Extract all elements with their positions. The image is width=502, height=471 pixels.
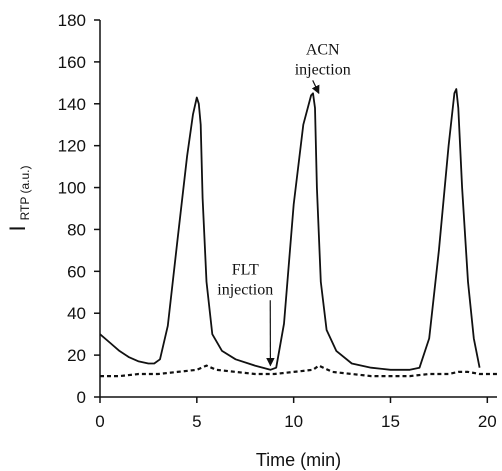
x-tick-label: 15 [381,412,400,431]
y-tick-label: 180 [58,11,86,30]
annotation-line: injection [295,61,351,78]
ticks-layer: 0 20 40 60 80 100 120 140 160 180 0 5 10 15 20 [58,11,497,431]
series-line-dashed [100,364,497,378]
annotation-label: FLT injection [217,261,273,298]
x-tick-label: 20 [478,412,497,431]
y-tick-label: 160 [58,53,86,72]
y-axis-title-sub: RTP (a.u.) [18,165,32,220]
y-tick-label: 60 [67,262,86,281]
y-tick-label: 40 [67,304,86,323]
annotation-line: ACN [306,41,340,58]
y-tick-label: 140 [58,95,86,114]
x-tick-label: 5 [192,412,201,431]
annotation-label: ACN injection [295,41,351,78]
y-tick-label: 0 [77,388,86,407]
annotation-line: injection [217,281,273,298]
x-tick-label: 10 [284,412,303,431]
y-tick-label: 80 [67,220,86,239]
y-axis-title-main: I [5,225,30,231]
series-line-solid [99,88,481,371]
annotation-line: FLT [232,261,259,278]
y-tick-label: 100 [58,179,86,198]
annotation-layer: ACN injection FLT injection [217,41,351,367]
y-tick-label: 120 [58,137,86,156]
y-axis-title: I RTP (a.u.) [5,165,32,231]
series-layer [99,88,497,378]
y-tick-label: 20 [67,346,86,365]
x-axis-title: Time (min) [256,450,341,470]
annotation-arrow [311,80,320,95]
x-tick-label: 0 [95,412,104,431]
